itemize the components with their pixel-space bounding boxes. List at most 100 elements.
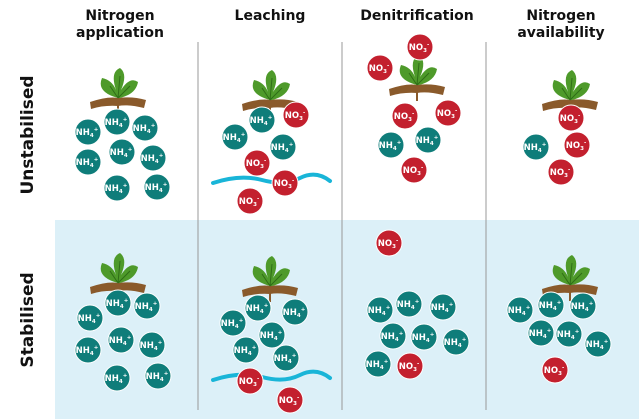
ion-sub: 4 <box>155 159 159 165</box>
ion-sup: - <box>427 42 429 48</box>
ion-sup: + <box>384 359 389 365</box>
ion-base: NH <box>444 338 458 348</box>
ion-sub: 4 <box>119 189 123 195</box>
ion-sup: + <box>239 318 244 324</box>
ion-sup: - <box>417 361 419 367</box>
ion-base: NH <box>223 133 237 143</box>
ion-base: NO <box>544 366 558 376</box>
ion-sub: 3 <box>408 117 412 123</box>
ion-sub: 4 <box>288 359 292 365</box>
ion-base: NO <box>239 377 253 387</box>
ion-label: NO3- <box>544 365 564 377</box>
ion-base: NO <box>285 111 299 121</box>
ion-sup: + <box>589 301 594 307</box>
ion-sub: 4 <box>154 346 158 352</box>
ion-sup: - <box>562 365 564 371</box>
ion-sub: 3 <box>299 116 303 122</box>
ion-sup: + <box>96 313 101 319</box>
ion-sub: 4 <box>393 146 397 152</box>
ion-sub: 4 <box>260 309 264 315</box>
ion-sup: + <box>164 371 169 377</box>
ion-base: NO <box>560 114 574 124</box>
ion-sub: 4 <box>522 311 526 317</box>
ion-sub: 4 <box>553 306 557 312</box>
ion-sup: + <box>397 140 402 146</box>
ion-sub: 4 <box>538 148 542 154</box>
ion-sub: 3 <box>293 401 297 407</box>
ion-sub: 4 <box>92 319 96 325</box>
ion-sub: 4 <box>543 334 547 340</box>
plant <box>90 68 146 114</box>
ion-sup: + <box>526 305 531 311</box>
ion-sub: 4 <box>395 337 399 343</box>
ion-sup: - <box>584 140 586 146</box>
ion-base: NH <box>397 300 411 310</box>
ion-base: NH <box>557 330 571 340</box>
ion-sub: 4 <box>120 304 124 310</box>
ion-sup: - <box>421 165 423 171</box>
row-label: Stabilised <box>18 272 38 367</box>
ion-sub: 4 <box>571 335 575 341</box>
ion-sup: + <box>252 345 257 351</box>
ion-label: NO3- <box>394 111 414 123</box>
ion-base: NO <box>437 109 451 119</box>
ion-base: NH <box>539 301 553 311</box>
ion-sup: - <box>568 167 570 173</box>
ion-sup: + <box>415 299 420 305</box>
ion-base: NO <box>246 159 260 169</box>
ion-sup: + <box>462 337 467 343</box>
ion-base: NH <box>110 148 124 158</box>
ion-sub: 4 <box>160 377 164 383</box>
ion-sup: - <box>396 238 398 244</box>
ion-sub: 4 <box>585 307 589 313</box>
ion-sup: + <box>128 147 133 153</box>
ion-base: NH <box>221 319 235 329</box>
ion-label: NO3- <box>566 140 586 152</box>
ion-sub: 4 <box>119 123 123 129</box>
ion-sup: - <box>297 395 299 401</box>
ion-base: NO <box>403 166 417 176</box>
ion-sub: 3 <box>580 146 584 152</box>
ion-label: NO3- <box>285 110 305 122</box>
ion-sub: 3 <box>383 69 387 75</box>
ion-sub: 4 <box>382 311 386 317</box>
ion-base: NH <box>105 184 119 194</box>
ion-sup: + <box>399 331 404 337</box>
ion-base: NH <box>524 143 538 153</box>
ion-sup: + <box>94 157 99 163</box>
ion-sub: 3 <box>253 382 257 388</box>
diagram: NH4+NH4+NH4+NH4+NH4+NH4+NH4+NH4+NH4+NO3-… <box>0 0 639 419</box>
ion-sup: - <box>257 196 259 202</box>
column-header: Nitrogen application <box>60 8 180 42</box>
ion-sub: 4 <box>600 345 604 351</box>
ion-base: NH <box>105 374 119 384</box>
ion-sup: + <box>241 132 246 138</box>
ion-base: NH <box>76 346 90 356</box>
ion-label: NO3- <box>437 108 457 120</box>
ion-sup: + <box>278 330 283 336</box>
canvas: NH4+NH4+NH4+NH4+NH4+NH4+NH4+NH4+NH4+NO3-… <box>0 0 639 419</box>
ion-sub: 4 <box>159 188 163 194</box>
ion-sub: 4 <box>285 148 289 154</box>
ion-base: NH <box>105 118 119 128</box>
ion-sup: + <box>289 142 294 148</box>
ion-sub: 3 <box>253 202 257 208</box>
ion-sub: 4 <box>274 336 278 342</box>
ion-base: NO <box>550 168 564 178</box>
ion-sup: + <box>153 301 158 307</box>
ion-sup: + <box>557 300 562 306</box>
ion-base: NH <box>246 304 260 314</box>
ion-sub: 4 <box>237 138 241 144</box>
ion-sub: 4 <box>124 153 128 159</box>
ion-base: NH <box>368 306 382 316</box>
ion-sup: - <box>412 111 414 117</box>
ion-base: NH <box>76 128 90 138</box>
ion-sup: + <box>127 335 132 341</box>
ion-sup: + <box>547 328 552 334</box>
ion-sub: 4 <box>147 129 151 135</box>
ion-sub: 4 <box>458 343 462 349</box>
ion-base: NH <box>234 346 248 356</box>
ion-base: NO <box>239 197 253 207</box>
ion-base: NH <box>571 302 585 312</box>
ion-label: NO3- <box>239 376 259 388</box>
